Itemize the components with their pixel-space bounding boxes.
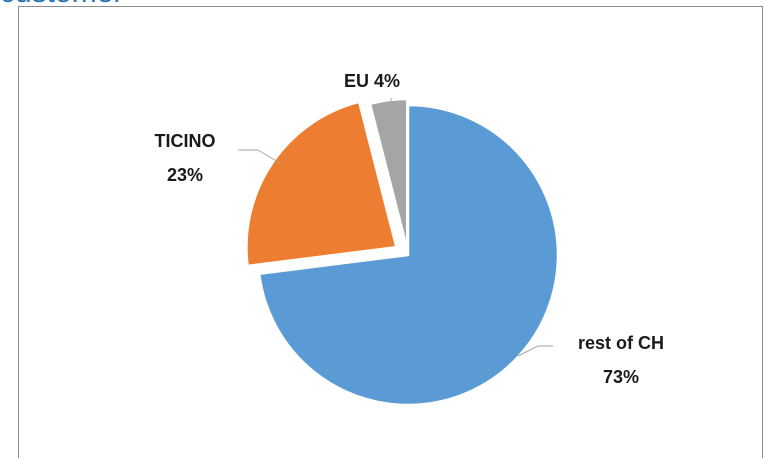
pie-slice-eu (368, 97, 409, 250)
page-title: customer (0, 0, 123, 8)
data-label-rest-of-ch: rest of CH 73% (578, 333, 664, 387)
leader-line-rest-of-ch (517, 345, 553, 357)
data-label-eu: EU 4% (344, 71, 400, 91)
chart-area (18, 6, 763, 458)
data-label-ticino: TICINO 23% (155, 131, 216, 185)
pie-slice-ticino (245, 100, 398, 268)
leader-line-ticino (238, 149, 281, 164)
